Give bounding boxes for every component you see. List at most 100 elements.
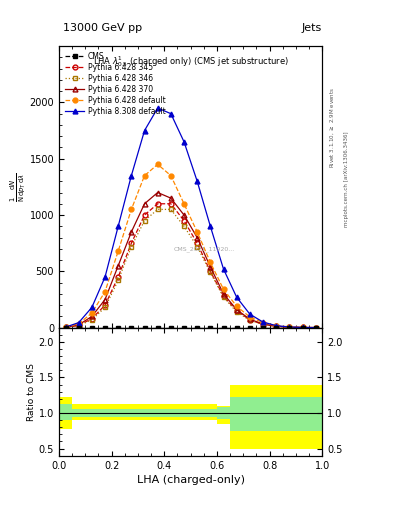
- Pythia 6.428 346: [116, 278, 121, 284]
- Pythia 6.428 345: [221, 293, 226, 299]
- Pythia 6.428 default: [234, 303, 239, 309]
- Pythia 8.308 default: [116, 223, 121, 229]
- Pythia 6.428 346: [129, 244, 134, 250]
- Pythia 6.428 346: [234, 309, 239, 315]
- Pythia 8.308 default: [155, 105, 160, 111]
- Pythia 6.428 370: [313, 325, 318, 331]
- Line: CMS: CMS: [63, 326, 318, 330]
- Pythia 6.428 345: [261, 321, 265, 327]
- Pythia 6.428 345: [300, 325, 305, 331]
- CMS: [90, 325, 94, 331]
- Pythia 6.428 346: [274, 324, 279, 330]
- Pythia 6.428 default: [248, 314, 252, 320]
- Pythia 6.428 default: [208, 259, 213, 265]
- Pythia 6.428 345: [208, 268, 213, 274]
- Text: Jets: Jets: [302, 23, 322, 33]
- Legend: CMS, Pythia 6.428 345, Pythia 6.428 346, Pythia 6.428 370, Pythia 6.428 default,: CMS, Pythia 6.428 345, Pythia 6.428 346,…: [63, 50, 168, 118]
- Pythia 6.428 370: [248, 316, 252, 323]
- Pythia 6.428 default: [313, 325, 318, 331]
- Pythia 6.428 346: [208, 269, 213, 275]
- Pythia 6.428 345: [195, 240, 200, 246]
- Pythia 6.428 default: [116, 248, 121, 254]
- Pythia 6.428 default: [103, 289, 107, 295]
- CMS: [169, 325, 173, 331]
- Pythia 8.308 default: [76, 319, 81, 326]
- CMS: [182, 325, 186, 331]
- Pythia 6.428 345: [76, 323, 81, 329]
- Pythia 8.308 default: [234, 294, 239, 301]
- CMS: [274, 325, 279, 331]
- Pythia 8.308 default: [182, 139, 186, 145]
- Pythia 6.428 345: [274, 323, 279, 329]
- Pythia 6.428 345: [129, 240, 134, 246]
- Pythia 8.308 default: [261, 319, 265, 325]
- CMS: [261, 325, 265, 331]
- Pythia 6.428 370: [221, 291, 226, 297]
- Pythia 8.308 default: [129, 173, 134, 179]
- Pythia 6.428 370: [155, 189, 160, 196]
- Y-axis label: Ratio to CMS: Ratio to CMS: [27, 362, 36, 421]
- Pythia 6.428 default: [129, 206, 134, 212]
- Pythia 6.428 default: [261, 319, 265, 326]
- Pythia 8.308 default: [142, 127, 147, 134]
- Text: mcplots.cern.ch [arXiv:1306.3436]: mcplots.cern.ch [arXiv:1306.3436]: [344, 132, 349, 227]
- Pythia 8.308 default: [169, 111, 173, 117]
- Pythia 6.428 345: [248, 317, 252, 323]
- Pythia 8.308 default: [90, 304, 94, 310]
- Pythia 6.428 346: [287, 324, 292, 330]
- Pythia 6.428 346: [76, 323, 81, 329]
- Pythia 8.308 default: [274, 323, 279, 329]
- Pythia 6.428 370: [90, 313, 94, 319]
- CMS: [76, 325, 81, 331]
- Pythia 6.428 370: [103, 296, 107, 303]
- Pythia 6.428 370: [76, 322, 81, 328]
- Text: 13000 GeV pp: 13000 GeV pp: [63, 23, 142, 33]
- Pythia 6.428 default: [169, 173, 173, 179]
- CMS: [63, 325, 68, 331]
- Pythia 6.428 346: [90, 317, 94, 323]
- Pythia 6.428 346: [182, 223, 186, 229]
- Pythia 6.428 default: [155, 161, 160, 167]
- Pythia 6.428 370: [195, 234, 200, 241]
- CMS: [234, 325, 239, 331]
- Line: Pythia 6.428 346: Pythia 6.428 346: [63, 207, 318, 330]
- Pythia 6.428 default: [90, 310, 94, 316]
- Line: Pythia 6.428 345: Pythia 6.428 345: [63, 201, 318, 330]
- Pythia 6.428 default: [142, 173, 147, 179]
- Text: LHA $\lambda^1_{0.5}$ (charged only) (CMS jet substructure): LHA $\lambda^1_{0.5}$ (charged only) (CM…: [93, 55, 288, 70]
- Pythia 6.428 346: [63, 325, 68, 331]
- Y-axis label: $\frac{1}{\mathrm{N}} \frac{\mathrm{d}N}{\mathrm{d}p_T\,\mathrm{d}\lambda}$: $\frac{1}{\mathrm{N}} \frac{\mathrm{d}N}…: [9, 172, 28, 202]
- Pythia 6.428 default: [274, 323, 279, 329]
- CMS: [221, 325, 226, 331]
- Pythia 6.428 default: [300, 325, 305, 331]
- Text: CMS_2021_11920...: CMS_2021_11920...: [173, 246, 234, 252]
- Pythia 6.428 370: [300, 325, 305, 331]
- Pythia 6.428 345: [155, 201, 160, 207]
- CMS: [129, 325, 134, 331]
- Pythia 6.428 345: [116, 274, 121, 280]
- Pythia 6.428 346: [300, 325, 305, 331]
- Pythia 6.428 345: [287, 324, 292, 330]
- CMS: [155, 325, 160, 331]
- Pythia 6.428 346: [261, 322, 265, 328]
- Pythia 8.308 default: [103, 274, 107, 280]
- CMS: [287, 325, 292, 331]
- Pythia 6.428 370: [182, 212, 186, 218]
- Pythia 6.428 345: [103, 302, 107, 308]
- CMS: [103, 325, 107, 331]
- Pythia 8.308 default: [313, 325, 318, 331]
- CMS: [313, 325, 318, 331]
- Pythia 6.428 370: [287, 324, 292, 330]
- Pythia 6.428 345: [142, 212, 147, 218]
- Pythia 6.428 345: [313, 325, 318, 331]
- Pythia 6.428 370: [261, 321, 265, 327]
- Pythia 6.428 370: [208, 264, 213, 270]
- Line: Pythia 6.428 370: Pythia 6.428 370: [63, 190, 318, 330]
- Pythia 6.428 default: [182, 201, 186, 207]
- Pythia 8.308 default: [221, 266, 226, 272]
- Pythia 6.428 346: [155, 206, 160, 212]
- CMS: [116, 325, 121, 331]
- CMS: [208, 325, 213, 331]
- Pythia 8.308 default: [195, 178, 200, 184]
- Line: Pythia 6.428 default: Pythia 6.428 default: [63, 162, 318, 330]
